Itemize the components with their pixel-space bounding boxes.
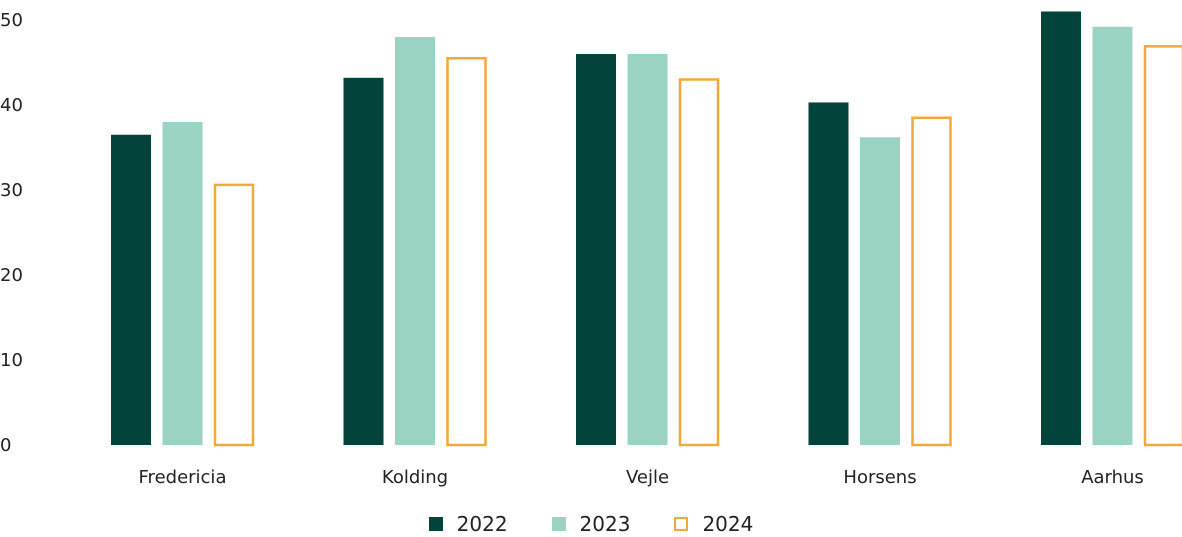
- x-tick-label-horsens: Horsens: [843, 467, 916, 488]
- bar-kolding-2023: [395, 37, 435, 445]
- y-tick-label: 50: [0, 10, 23, 31]
- legend-swatch-2023: [551, 517, 566, 531]
- legend: 2022 2023 2024: [0, 512, 1182, 536]
- x-tick-label-fredericia: Fredericia: [139, 467, 227, 488]
- bars: [111, 11, 1182, 447]
- x-tick-label-kolding: Kolding: [382, 467, 448, 488]
- legend-item-2024: 2024: [674, 512, 753, 536]
- bar-vejle-2022: [576, 54, 616, 445]
- bar-aarhus-2024: [1143, 45, 1182, 447]
- bar-horsens-2024: [911, 116, 952, 447]
- legend-item-2022: 2022: [428, 512, 508, 536]
- bar-horsens-2022: [808, 102, 849, 445]
- legend-label-2022: 2022: [456, 512, 508, 536]
- bar-vejle-2023: [627, 54, 668, 445]
- y-tick-label: 20: [0, 265, 23, 286]
- x-tick-label-vejle: Vejle: [626, 467, 669, 488]
- legend-swatch-2022: [428, 517, 443, 531]
- bar-kolding-2024: [446, 57, 487, 447]
- bar-fredericia-2023: [162, 122, 203, 445]
- x-axis-labels: Fredericia Kolding Vejle Horsens Aarhus: [139, 467, 1144, 488]
- legend-swatch-2024: [674, 517, 689, 531]
- bar-vejle-2024: [678, 78, 720, 447]
- legend-item-2023: 2023: [551, 512, 631, 536]
- bar-horsens-2023: [860, 137, 900, 446]
- bar-aarhus-2023: [1092, 26, 1133, 446]
- y-tick-label: 0: [0, 435, 11, 456]
- legend-label-2024: 2024: [702, 512, 754, 536]
- bar-aarhus-2022: [1041, 11, 1081, 445]
- y-tick-label: 30: [0, 180, 23, 201]
- bar-kolding-2022: [343, 77, 384, 446]
- x-tick-label-aarhus: Aarhus: [1081, 467, 1144, 488]
- y-tick-label: 40: [0, 95, 23, 116]
- legend-label-2023: 2023: [579, 512, 631, 536]
- y-tick-label: 10: [0, 350, 23, 371]
- y-axis-ticks: 0 10 20 30 40 50: [0, 10, 23, 456]
- bar-fredericia-2024: [213, 183, 255, 447]
- bar-fredericia-2022: [111, 134, 151, 445]
